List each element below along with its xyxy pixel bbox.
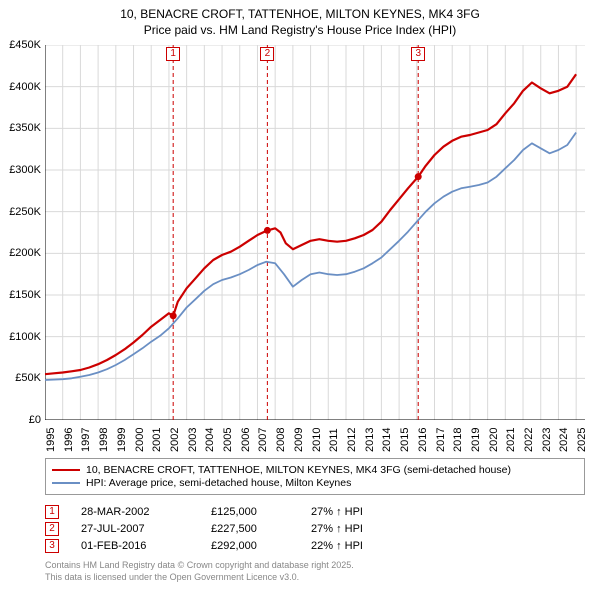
title-line-2: Price paid vs. HM Land Registry's House … bbox=[0, 22, 600, 38]
x-tick-label: 2015 bbox=[399, 428, 411, 452]
x-tick-label: 2004 bbox=[204, 428, 216, 452]
x-tick-label: 2005 bbox=[222, 428, 234, 452]
x-tick-label: 2025 bbox=[576, 428, 588, 452]
legend-row-property: 10, BENACRE CROFT, TATTENHOE, MILTON KEY… bbox=[52, 464, 578, 476]
x-tick-label: 2021 bbox=[505, 428, 517, 452]
x-tick-label: 1995 bbox=[45, 428, 57, 452]
sale-marker-2: 2 bbox=[260, 47, 274, 61]
x-tick-label: 2022 bbox=[523, 428, 535, 452]
sales-hpi: 27% ↑ HPI bbox=[311, 523, 411, 535]
sales-table: 1 28-MAR-2002£125,00027% ↑ HPI 2 27-JUL-200… bbox=[45, 502, 411, 556]
footer-line-1: Contains HM Land Registry data © Crown c… bbox=[45, 560, 354, 572]
sales-hpi: 27% ↑ HPI bbox=[311, 506, 411, 518]
y-tick-label: £0 bbox=[29, 414, 41, 426]
y-tick-label: £50K bbox=[15, 372, 41, 384]
sales-date: 27-JUL-2007 bbox=[81, 523, 211, 535]
x-tick-label: 1997 bbox=[80, 428, 92, 452]
sales-date: 01-FEB-2016 bbox=[81, 540, 211, 552]
x-tick-label: 2017 bbox=[435, 428, 447, 452]
x-tick-label: 2002 bbox=[169, 428, 181, 452]
y-tick-label: £100K bbox=[9, 331, 41, 343]
y-tick-label: £350K bbox=[9, 122, 41, 134]
sales-row: 3 01-FEB-2016£292,00022% ↑ HPI bbox=[45, 539, 411, 553]
x-tick-label: 2018 bbox=[452, 428, 464, 452]
sales-num: 2 bbox=[45, 522, 59, 536]
title-line-1: 10, BENACRE CROFT, TATTENHOE, MILTON KEY… bbox=[0, 6, 600, 22]
legend-row-hpi: HPI: Average price, semi-detached house,… bbox=[52, 477, 578, 489]
chart-area: £0£50K£100K£150K£200K£250K£300K£350K£400… bbox=[45, 45, 585, 420]
y-tick-label: £250K bbox=[9, 206, 41, 218]
sales-date: 28-MAR-2002 bbox=[81, 506, 211, 518]
chart-svg bbox=[45, 45, 585, 420]
x-tick-label: 2012 bbox=[346, 428, 358, 452]
legend-label-hpi: HPI: Average price, semi-detached house,… bbox=[86, 477, 351, 489]
sale-marker-1: 1 bbox=[166, 47, 180, 61]
x-tick-label: 1999 bbox=[116, 428, 128, 452]
x-tick-label: 1998 bbox=[98, 428, 110, 452]
sales-row: 1 28-MAR-2002£125,00027% ↑ HPI bbox=[45, 505, 411, 519]
chart-title: 10, BENACRE CROFT, TATTENHOE, MILTON KEY… bbox=[0, 0, 600, 38]
sales-price: £292,000 bbox=[211, 540, 311, 552]
y-tick-label: £450K bbox=[9, 39, 41, 51]
x-tick-label: 2010 bbox=[311, 428, 323, 452]
y-tick-label: £200K bbox=[9, 247, 41, 259]
y-tick-label: £400K bbox=[9, 81, 41, 93]
sales-num: 3 bbox=[45, 539, 59, 553]
sales-num: 1 bbox=[45, 505, 59, 519]
sales-hpi: 22% ↑ HPI bbox=[311, 540, 411, 552]
x-tick-label: 2024 bbox=[558, 428, 570, 452]
legend-swatch-hpi bbox=[52, 482, 80, 484]
footer-line-2: This data is licensed under the Open Gov… bbox=[45, 572, 354, 584]
x-tick-label: 2003 bbox=[187, 428, 199, 452]
x-tick-label: 2006 bbox=[240, 428, 252, 452]
x-tick-label: 2016 bbox=[417, 428, 429, 452]
x-tick-label: 2001 bbox=[151, 428, 163, 452]
legend-label-property: 10, BENACRE CROFT, TATTENHOE, MILTON KEY… bbox=[86, 464, 511, 476]
x-tick-label: 2023 bbox=[541, 428, 553, 452]
legend: 10, BENACRE CROFT, TATTENHOE, MILTON KEY… bbox=[45, 458, 585, 495]
footer: Contains HM Land Registry data © Crown c… bbox=[45, 560, 354, 583]
sales-price: £125,000 bbox=[211, 506, 311, 518]
sales-row: 2 27-JUL-2007£227,50027% ↑ HPI bbox=[45, 522, 411, 536]
x-tick-label: 2000 bbox=[134, 428, 146, 452]
x-tick-label: 2007 bbox=[257, 428, 269, 452]
x-tick-label: 2014 bbox=[381, 428, 393, 452]
x-tick-label: 2011 bbox=[328, 428, 340, 452]
sales-price: £227,500 bbox=[211, 523, 311, 535]
y-tick-label: £300K bbox=[9, 164, 41, 176]
legend-swatch-property bbox=[52, 469, 80, 471]
y-tick-label: £150K bbox=[9, 289, 41, 301]
x-tick-label: 2008 bbox=[275, 428, 287, 452]
x-tick-label: 2020 bbox=[488, 428, 500, 452]
x-tick-label: 1996 bbox=[63, 428, 75, 452]
x-tick-label: 2013 bbox=[364, 428, 376, 452]
x-tick-label: 2009 bbox=[293, 428, 305, 452]
x-tick-label: 2019 bbox=[470, 428, 482, 452]
sale-marker-3: 3 bbox=[411, 47, 425, 61]
